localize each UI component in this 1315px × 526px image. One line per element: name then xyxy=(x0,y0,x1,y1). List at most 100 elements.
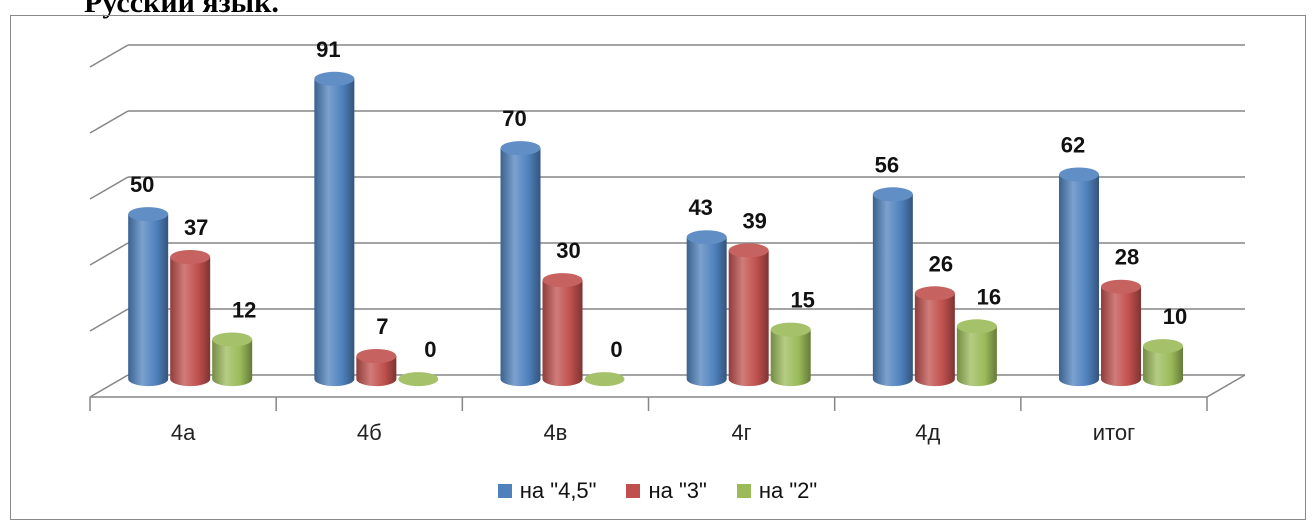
legend-swatch-2 xyxy=(626,484,641,498)
bar-top xyxy=(686,230,727,245)
bar-2-2 xyxy=(584,372,625,387)
bar-top xyxy=(1059,167,1100,182)
data-label: 0 xyxy=(610,337,622,362)
gridline-side xyxy=(89,374,129,398)
bar-1-0 xyxy=(170,250,211,387)
bar-2-3 xyxy=(770,322,811,387)
x-tick-label: 4б xyxy=(357,420,382,445)
bar-top xyxy=(914,286,955,301)
bar-2-1 xyxy=(398,372,439,387)
bar-top xyxy=(170,250,211,264)
bar-body xyxy=(728,250,769,387)
bar-top xyxy=(314,71,355,86)
bar-top xyxy=(770,322,811,337)
grid-layer xyxy=(89,44,1245,398)
chart-frame xyxy=(10,15,1306,520)
bar-0-5 xyxy=(1059,167,1100,387)
bar-2-0 xyxy=(212,332,253,387)
bar-top xyxy=(956,319,997,334)
bar-0-1 xyxy=(314,71,355,387)
bar-top xyxy=(128,207,169,222)
bar-body xyxy=(1101,286,1142,387)
bar-0-0 xyxy=(128,207,169,387)
floor-edge xyxy=(1206,374,1246,398)
legend-swatch-3 xyxy=(736,484,751,498)
bar-body xyxy=(1059,174,1100,387)
page-title: Русский язык. xyxy=(84,0,279,19)
bar-body xyxy=(872,194,913,387)
bar-2-5 xyxy=(1143,339,1184,387)
legend-item: на "3" xyxy=(626,478,707,504)
bar-body xyxy=(914,293,955,387)
data-label: 91 xyxy=(316,37,340,62)
x-tick-label: итог xyxy=(1093,420,1135,445)
bar-body xyxy=(170,257,211,387)
data-label: 26 xyxy=(929,251,953,276)
bar-body xyxy=(956,326,997,387)
legend-swatch-1 xyxy=(497,484,512,498)
data-label: 70 xyxy=(502,106,526,131)
bar-top xyxy=(1101,279,1142,294)
legend-item: на "4,5" xyxy=(497,478,597,504)
bar-1-5 xyxy=(1101,279,1142,387)
bar-0-3 xyxy=(686,230,727,387)
bar-top xyxy=(1143,339,1184,354)
data-label: 15 xyxy=(790,288,814,313)
bar-body xyxy=(500,148,541,387)
bar-2-4 xyxy=(956,319,997,387)
bar-body xyxy=(212,339,253,387)
x-tick-label: 4в xyxy=(543,420,567,445)
bar-top xyxy=(728,243,769,258)
data-label: 10 xyxy=(1163,304,1187,329)
bar-1-3 xyxy=(728,243,769,387)
bar-1-4 xyxy=(914,286,955,387)
bar-body xyxy=(314,78,355,387)
bar-body xyxy=(686,237,727,387)
bar-top xyxy=(872,187,913,202)
label-layer: 4а 4б 4в 4г 4д итог50371291707030043391556261… xyxy=(130,37,1187,445)
data-label: 62 xyxy=(1061,133,1085,158)
data-label: 39 xyxy=(742,208,766,233)
gridline-side xyxy=(89,44,129,68)
data-label: 43 xyxy=(688,195,712,220)
gridline-side xyxy=(89,308,129,332)
bar-0-4 xyxy=(872,187,913,387)
data-label: 56 xyxy=(875,152,899,177)
data-label: 12 xyxy=(232,298,256,323)
bar-top xyxy=(212,332,253,347)
bar-layer xyxy=(128,71,1184,387)
bar-top xyxy=(542,273,583,288)
x-tick-label: 4а xyxy=(171,420,196,445)
gridline-side xyxy=(89,110,129,134)
data-label: 50 xyxy=(130,172,154,197)
bar-body xyxy=(542,280,583,387)
bar-1-2 xyxy=(542,273,583,387)
bar-0-2 xyxy=(500,141,541,387)
bar-body xyxy=(128,214,169,387)
legend: на "4,5" на "3" на "2" xyxy=(0,478,1315,504)
data-label: 30 xyxy=(556,238,580,263)
gridline-side xyxy=(89,176,129,200)
gridline-side xyxy=(89,242,129,266)
data-label: 28 xyxy=(1115,245,1139,270)
bar-top xyxy=(398,372,439,387)
bar-1-1 xyxy=(356,349,397,387)
bar-top xyxy=(500,141,541,156)
legend-label-2: на "3" xyxy=(648,478,707,503)
x-tick-label: 4д xyxy=(915,420,940,445)
x-tick-label: 4г xyxy=(731,420,751,445)
data-label: 16 xyxy=(977,284,1001,309)
bar-body xyxy=(356,356,397,387)
legend-item: на "2" xyxy=(736,478,818,504)
data-label: 0 xyxy=(424,337,436,362)
bar-body xyxy=(770,329,811,387)
legend-label-3: на "2" xyxy=(758,478,818,503)
bar-top xyxy=(584,372,625,387)
bar-body xyxy=(1143,346,1184,387)
data-label: 37 xyxy=(184,215,208,240)
axis-layer xyxy=(89,374,1246,411)
legend-label-1: на "4,5" xyxy=(519,478,597,503)
bar-top xyxy=(356,349,397,363)
data-label: 7 xyxy=(376,314,388,339)
